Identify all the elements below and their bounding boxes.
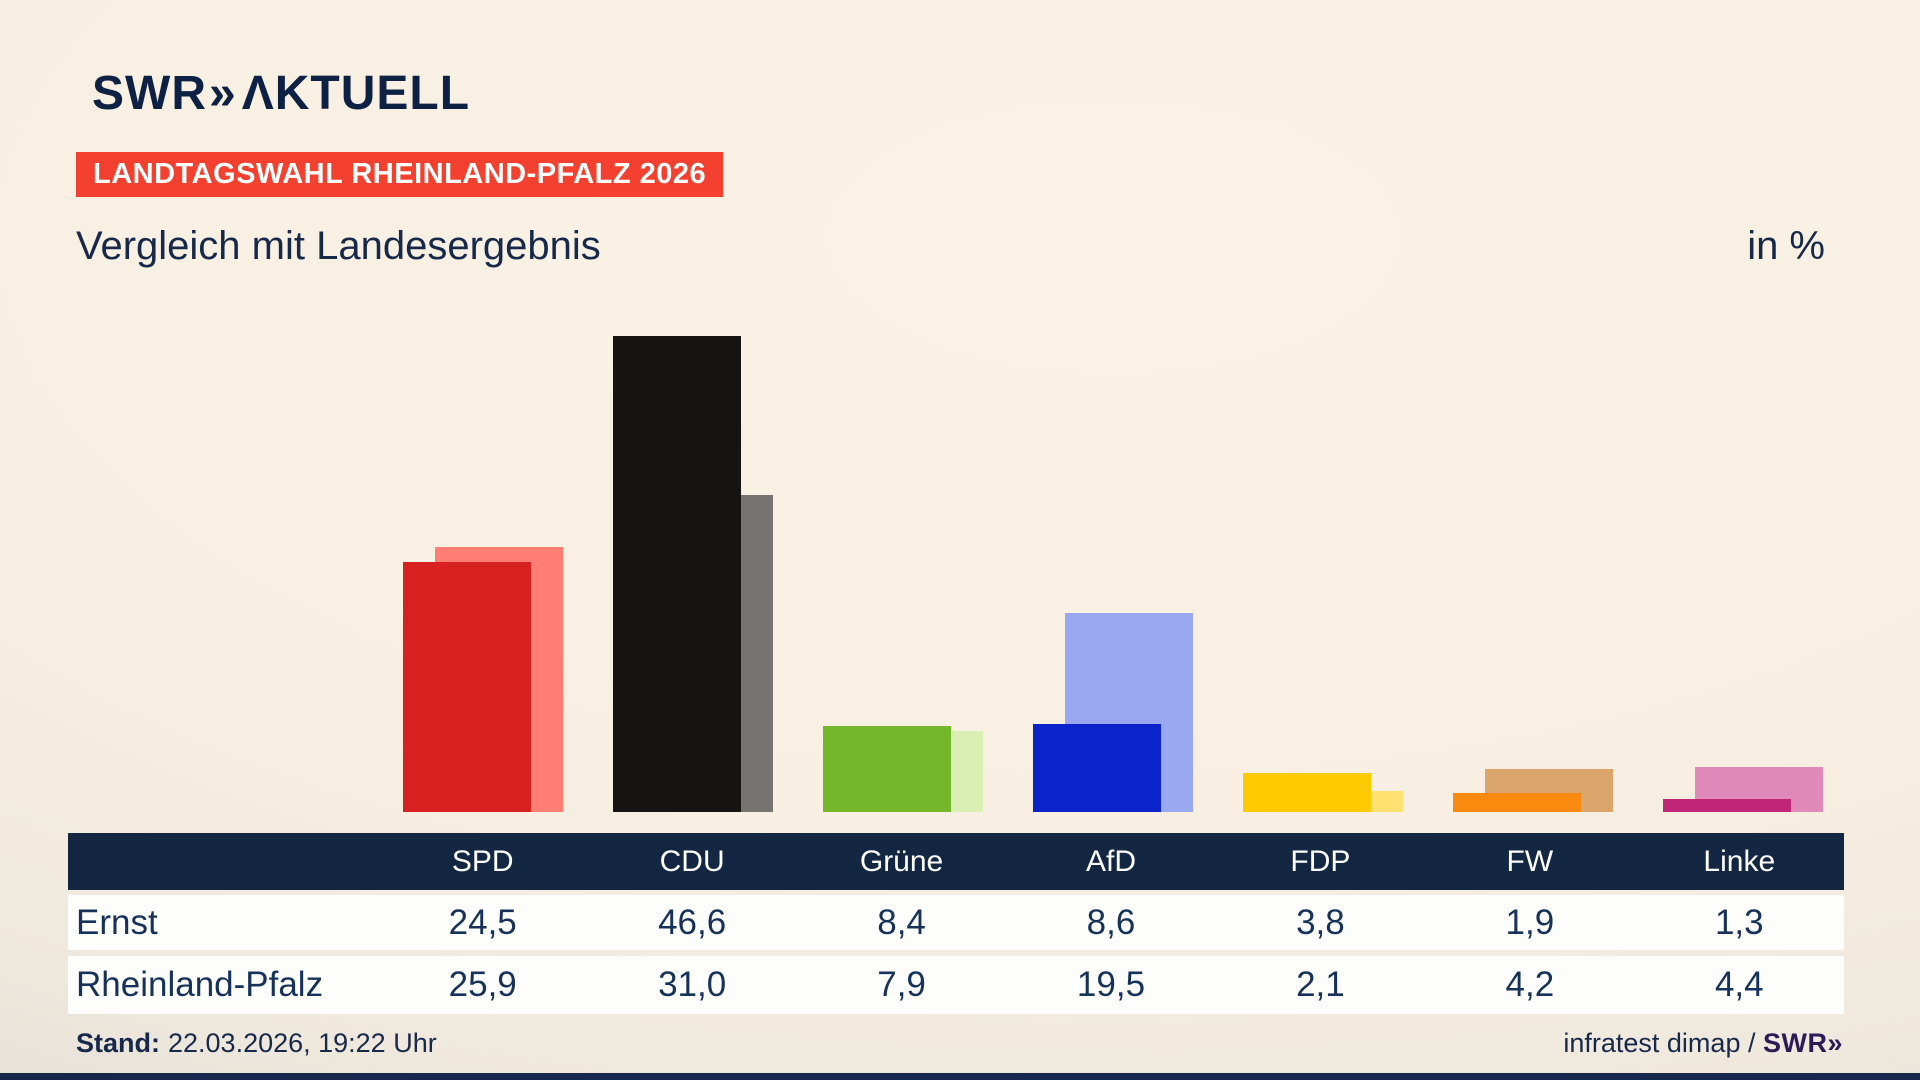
swr-footer-logo: SWR»: [1762, 1028, 1843, 1058]
table-row-rheinland-pfalz: Rheinland-Pfalz 25,9 31,0 7,9 19,5 2,1 4…: [68, 956, 1844, 1014]
column-header-spd: SPD: [451, 844, 514, 878]
source-text: infratest dimap /: [1563, 1028, 1763, 1058]
cell-rlp-fdp: 2,1: [1296, 965, 1345, 1004]
source-credit: infratest dimap / SWR»: [1563, 1028, 1843, 1059]
cell-rlp-afd: 19,5: [1076, 965, 1146, 1004]
bar-afd-ernst: [1033, 724, 1161, 812]
row-label-ernst: Ernst: [76, 902, 158, 942]
bottom-accent-bar: [0, 1073, 1920, 1080]
stand-label: Stand:: [76, 1028, 160, 1058]
chart-title: Vergleich mit Landesergebnis: [76, 224, 601, 268]
column-header-linke: Linke: [1703, 844, 1776, 878]
aktuell-logo-text: ΛKTUELL: [241, 67, 471, 120]
cell-ernst-fw: 1,9: [1505, 902, 1555, 942]
swr-logo-text: SWR: [92, 67, 207, 120]
cell-ernst-afd: 8,6: [1086, 902, 1136, 942]
bar-fdp-ernst: [1243, 773, 1371, 812]
column-header-fdp: FDP: [1290, 844, 1351, 878]
column-header-afd: AfD: [1085, 844, 1136, 878]
column-header-cdu: CDU: [659, 844, 725, 878]
swr-aktuell-logo: SWR» ΛKTUELL: [92, 70, 470, 118]
cell-rlp-spd: 25,9: [448, 965, 517, 1004]
cell-ernst-gruene: 8,4: [877, 902, 926, 942]
cell-ernst-fdp: 3,8: [1296, 902, 1345, 942]
results-table: SPD CDU Grüne AfD FDP FW Linke Ernst 24,…: [68, 833, 1844, 1014]
column-header-gruene: Grüne: [859, 844, 944, 878]
stand-value: 22.03.2026, 19:22 Uhr: [168, 1028, 437, 1058]
timestamp: Stand: 22.03.2026, 19:22 Uhr: [76, 1028, 437, 1059]
election-badge: LANDTAGSWAHL RHEINLAND-PFALZ 2026: [76, 152, 724, 197]
column-header-fw: FW: [1506, 844, 1554, 878]
cell-rlp-linke: 4,4: [1714, 965, 1764, 1004]
bar-spd-ernst: [403, 561, 531, 812]
table-row-ernst: Ernst 24,5 46,6 8,4 8,6 3,8 1,9 1,3: [68, 895, 1844, 950]
bar-gruene-ernst: [823, 726, 951, 812]
cell-ernst-cdu: 46,6: [658, 902, 727, 942]
cell-ernst-spd: 24,5: [448, 902, 517, 942]
cell-ernst-linke: 1,3: [1714, 902, 1764, 942]
cell-rlp-fw: 4,2: [1505, 965, 1555, 1004]
unit-label: in %: [1747, 224, 1825, 268]
cell-rlp-gruene: 7,9: [877, 965, 926, 1004]
bar-cdu-ernst: [613, 335, 741, 812]
bar-fw-ernst: [1453, 792, 1581, 812]
table-header-row: SPD CDU Grüne AfD FDP FW Linke: [68, 833, 1844, 890]
bar-linke-ernst: [1663, 798, 1791, 812]
row-label-rheinland-pfalz: Rheinland-Pfalz: [76, 965, 324, 1004]
cell-rlp-cdu: 31,0: [658, 965, 727, 1004]
double-chevron-icon: »: [1827, 1028, 1843, 1058]
